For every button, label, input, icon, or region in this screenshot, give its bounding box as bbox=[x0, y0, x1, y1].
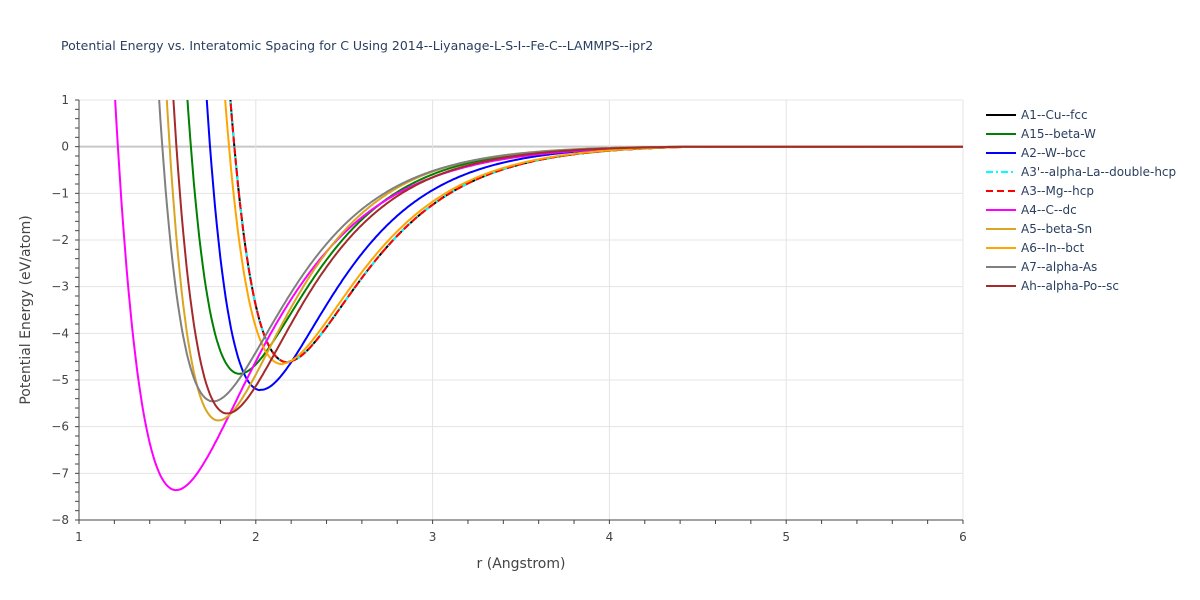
legend-item[interactable]: A3'--alpha-La--double-hcp bbox=[986, 165, 1176, 179]
legend-item[interactable]: A3--Mg--hcp bbox=[986, 184, 1094, 198]
legend-label: Ah--alpha-Po--sc bbox=[1021, 279, 1119, 293]
legend-label: A3--Mg--hcp bbox=[1021, 184, 1094, 198]
y-tick-label: 0 bbox=[61, 140, 69, 154]
y-axis-title: Potential Energy (eV/atom) bbox=[18, 215, 34, 404]
legend-label: A4--C--dc bbox=[1021, 203, 1077, 217]
y-tick-label: 1 bbox=[61, 93, 69, 107]
x-tick-label: 4 bbox=[606, 530, 614, 544]
legend-item[interactable]: A1--Cu--fcc bbox=[986, 108, 1088, 122]
legend-item[interactable]: A5--beta-Sn bbox=[986, 222, 1092, 236]
series-line bbox=[186, 100, 963, 375]
legend-item[interactable]: A7--alpha-As bbox=[986, 260, 1097, 274]
y-tick-label: −6 bbox=[51, 420, 69, 434]
legend-item[interactable]: A6--In--bct bbox=[986, 241, 1085, 255]
legend-label: A7--alpha-As bbox=[1021, 260, 1097, 274]
series-line bbox=[205, 100, 963, 392]
legend-item[interactable]: Ah--alpha-Po--sc bbox=[986, 279, 1119, 293]
x-tick-label: 6 bbox=[959, 530, 967, 544]
x-tick-label: 3 bbox=[429, 530, 437, 544]
series-group bbox=[114, 100, 963, 492]
y-tick-label: −7 bbox=[51, 466, 69, 480]
legend-label: A1--Cu--fcc bbox=[1021, 108, 1088, 122]
y-tick-label: −8 bbox=[51, 513, 69, 527]
x-tick-label: 1 bbox=[75, 530, 83, 544]
legend-label: A15--beta-W bbox=[1021, 127, 1096, 141]
y-tick-label: −3 bbox=[51, 280, 69, 294]
legend-item[interactable]: A15--beta-W bbox=[986, 127, 1096, 141]
chart-title: Potential Energy vs. Interatomic Spacing… bbox=[61, 38, 653, 53]
axis-ticks: 1 0 −1 −2 −3 −4 −5 −6 −7 −8 1 2 3 4 5 6 bbox=[51, 93, 967, 544]
y-tick-label: −2 bbox=[51, 233, 69, 247]
x-tick-label: 5 bbox=[782, 530, 790, 544]
y-tick-label: −4 bbox=[51, 326, 69, 340]
legend[interactable]: A1--Cu--fcc A15--beta-W A2--W--bcc A3'--alp… bbox=[986, 108, 1176, 293]
legend-label: A5--beta-Sn bbox=[1021, 222, 1092, 236]
legend-label: A6--In--bct bbox=[1021, 241, 1085, 255]
series-line bbox=[172, 100, 963, 415]
series-line bbox=[229, 100, 963, 364]
series-line bbox=[229, 100, 963, 364]
legend-label: A3'--alpha-La--double-hcp bbox=[1021, 165, 1176, 179]
y-tick-label: −1 bbox=[51, 186, 69, 200]
series-line bbox=[224, 100, 963, 366]
legend-item[interactable]: A2--W--bcc bbox=[986, 146, 1086, 160]
x-tick-label: 2 bbox=[252, 530, 260, 544]
x-axis-title: r (Angstrom) bbox=[477, 556, 566, 572]
legend-label: A2--W--bcc bbox=[1021, 146, 1086, 160]
series-line bbox=[165, 100, 963, 422]
series-line bbox=[158, 100, 963, 403]
series-line bbox=[229, 100, 963, 364]
legend-item[interactable]: A4--C--dc bbox=[986, 203, 1077, 217]
y-tick-label: −5 bbox=[51, 373, 69, 387]
